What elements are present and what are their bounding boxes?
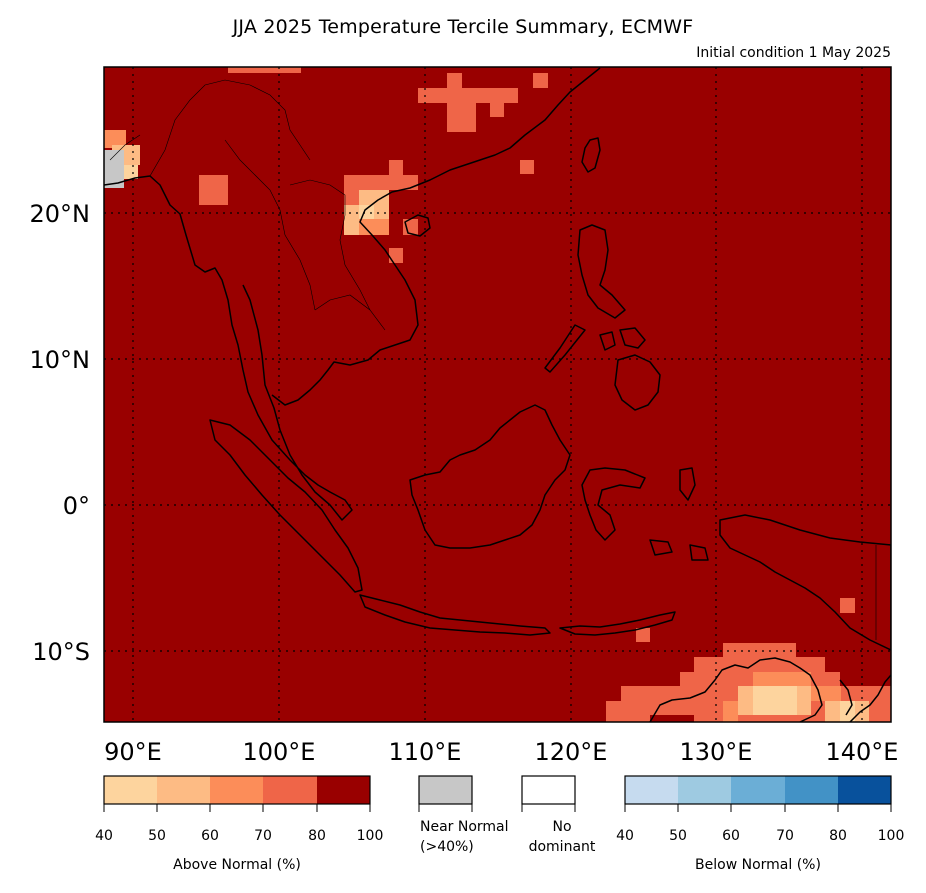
above-normal-label: Above Normal (%) bbox=[173, 857, 301, 873]
below-tick-5: 100 bbox=[878, 828, 905, 844]
coastlines bbox=[104, 67, 891, 722]
below-swatch-60 bbox=[731, 776, 785, 804]
no-dominant-label-1: No bbox=[552, 819, 571, 835]
legend-below-normal: 40 50 60 70 80 100 Below Normal (%) bbox=[616, 775, 905, 873]
lon-tick-110: 110°E bbox=[389, 738, 462, 766]
graticule bbox=[104, 67, 891, 722]
above-swatch-60 bbox=[210, 776, 263, 804]
lat-tick-10n: 10°N bbox=[30, 346, 91, 374]
lon-tick-100: 100°E bbox=[243, 738, 316, 766]
lat-tick-labels: 20°N 10°N 0° 10°S bbox=[30, 200, 91, 666]
above-tick-0: 40 bbox=[95, 828, 113, 844]
no-dominant-label-2: dominant bbox=[529, 839, 596, 855]
near-normal-swatch bbox=[418, 775, 473, 805]
above-swatch-50 bbox=[157, 776, 210, 804]
probability-patches bbox=[104, 67, 891, 722]
no-dominant-swatch bbox=[521, 775, 576, 805]
above-tick-5: 100 bbox=[357, 828, 384, 844]
map-frame bbox=[103, 66, 892, 723]
below-normal-label: Below Normal (%) bbox=[695, 857, 821, 873]
lon-tick-labels: 90°E 100°E 110°E 120°E 130°E 140°E bbox=[104, 738, 898, 766]
initial-condition-label: Initial condition 1 May 2025 bbox=[696, 45, 891, 61]
country-borders bbox=[109, 79, 877, 640]
above-tick-4: 80 bbox=[308, 828, 326, 844]
below-tick-0: 40 bbox=[616, 828, 634, 844]
below-swatch-70 bbox=[785, 776, 838, 804]
above-swatch-40 bbox=[104, 776, 157, 804]
below-swatch-50 bbox=[678, 776, 731, 804]
lon-tick-120: 120°E bbox=[535, 738, 608, 766]
lat-tick-20n: 20°N bbox=[30, 200, 91, 228]
above-tick-3: 70 bbox=[254, 828, 272, 844]
below-tick-2: 60 bbox=[722, 828, 740, 844]
lat-tick-10s: 10°S bbox=[32, 638, 90, 666]
legend-near-normal: Near Normal (>40%) bbox=[418, 775, 509, 855]
map-title: JJA 2025 Temperature Tercile Summary, EC… bbox=[232, 16, 694, 38]
near-normal-label-1: Near Normal bbox=[420, 819, 509, 835]
above-normal-field bbox=[104, 67, 891, 722]
below-swatch-40 bbox=[625, 776, 678, 804]
lat-tick-0: 0° bbox=[63, 492, 90, 520]
near-normal-label-2: (>40%) bbox=[420, 839, 474, 855]
below-swatch-80 bbox=[838, 776, 891, 804]
lon-tick-140: 140°E bbox=[826, 738, 899, 766]
above-tick-2: 60 bbox=[201, 828, 219, 844]
above-swatch-80 bbox=[317, 776, 370, 804]
legend-above-normal: 40 50 60 70 80 100 Above Normal (%) bbox=[95, 775, 384, 873]
above-tick-1: 50 bbox=[148, 828, 166, 844]
below-tick-4: 80 bbox=[829, 828, 847, 844]
lon-tick-90: 90°E bbox=[104, 738, 162, 766]
map-panel bbox=[104, 67, 891, 722]
below-tick-3: 70 bbox=[776, 828, 794, 844]
above-swatch-70 bbox=[263, 776, 317, 804]
below-tick-1: 50 bbox=[669, 828, 687, 844]
lon-tick-130: 130°E bbox=[680, 738, 753, 766]
legend-no-dominant: No dominant bbox=[521, 775, 596, 855]
